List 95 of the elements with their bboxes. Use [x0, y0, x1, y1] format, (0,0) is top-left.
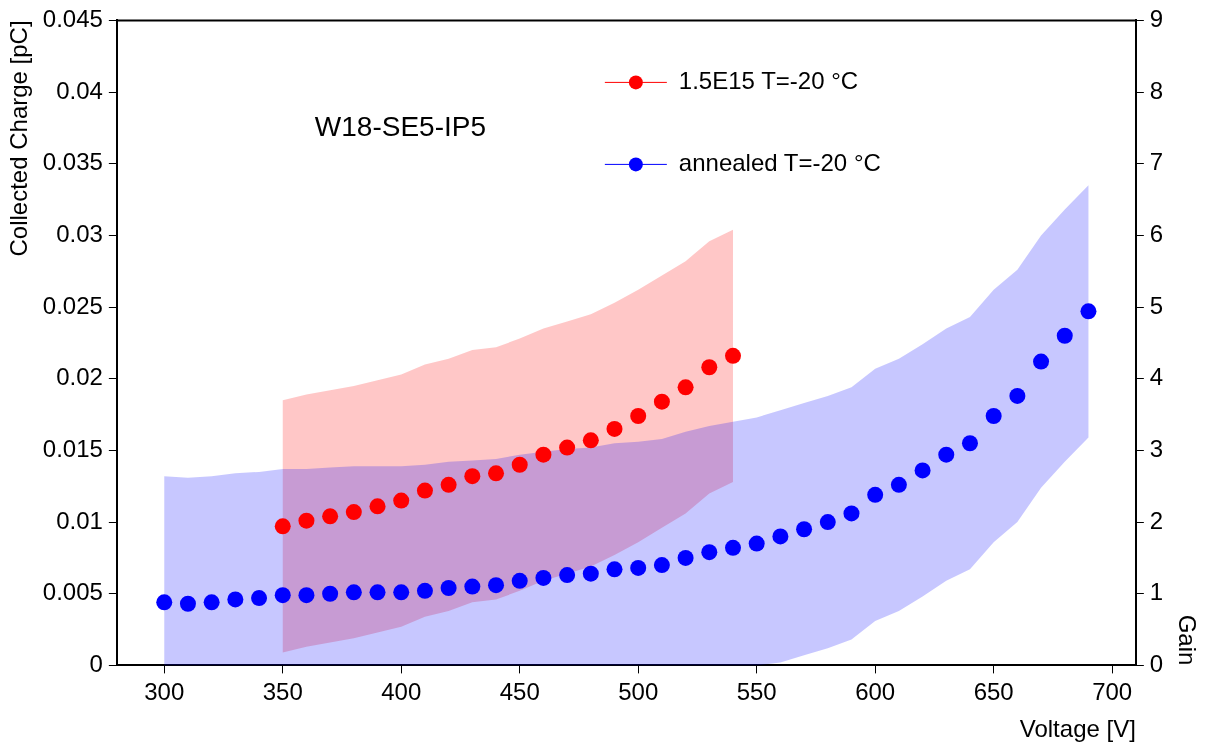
y-tick-label: 0.025 [42, 291, 103, 319]
point [653, 557, 670, 574]
point [535, 446, 552, 463]
y2-tick-label: 0 [1149, 650, 1164, 678]
point [653, 393, 670, 410]
point [393, 492, 410, 509]
point [203, 594, 220, 611]
point [819, 514, 836, 531]
point [393, 584, 410, 601]
point [298, 512, 315, 529]
point [606, 420, 623, 437]
point [724, 539, 741, 556]
x-tick-label: 400 [381, 678, 422, 706]
point [464, 578, 481, 595]
point [179, 595, 196, 612]
point [796, 521, 813, 538]
point [1056, 327, 1073, 344]
point [535, 569, 552, 586]
legend-label: annealed T=-20 °C [678, 149, 881, 177]
point [985, 408, 1002, 424]
point [724, 347, 741, 364]
y2-tick-label: 3 [1149, 435, 1164, 463]
y-axis-title: Collected Charge [pC] [5, 20, 33, 257]
y-tick-label: 0.03 [56, 220, 103, 248]
y-tick-label: 0.02 [56, 363, 103, 391]
point [677, 549, 694, 566]
legend-label: 1.5E15 T=-20 °C [678, 67, 859, 95]
annotation: W18-SE5-IP5 [314, 111, 487, 143]
x-tick-label: 500 [618, 678, 659, 706]
y2-tick-label: 8 [1149, 76, 1164, 104]
point [748, 535, 765, 552]
y-tick-label: 0 [89, 650, 103, 678]
x-tick-label: 350 [262, 678, 303, 706]
point [772, 528, 789, 545]
y-tick-label: 0.035 [42, 148, 103, 176]
point [298, 587, 315, 604]
point [1033, 353, 1050, 370]
y2-tick-label: 4 [1149, 363, 1164, 391]
point [511, 456, 528, 473]
point [914, 462, 931, 479]
point [488, 465, 505, 482]
y2-tick-label: 6 [1149, 220, 1164, 248]
y2-tick-label: 2 [1149, 506, 1164, 534]
point [630, 408, 647, 424]
point [416, 582, 433, 599]
y2-axis-title: Gain [1173, 614, 1201, 666]
x-tick-label: 450 [499, 678, 540, 706]
point [156, 594, 173, 611]
point [630, 559, 647, 576]
y2-tick-label: 5 [1149, 291, 1164, 319]
point [559, 439, 576, 456]
point [322, 508, 339, 525]
x-tick-label: 700 [1092, 678, 1133, 706]
point [938, 446, 955, 463]
point [440, 580, 457, 596]
point [274, 518, 291, 535]
y2-tick-label: 9 [1149, 5, 1164, 33]
x-tick-label: 650 [973, 678, 1014, 706]
y2-tick-label: 7 [1149, 148, 1164, 176]
y-tick-label: 0.04 [56, 76, 103, 104]
point [440, 476, 457, 493]
y-tick-label: 0.005 [42, 578, 103, 606]
x-tick-label: 550 [736, 678, 777, 706]
point [843, 505, 860, 522]
point [464, 468, 481, 485]
point [701, 359, 718, 376]
point [1009, 387, 1026, 404]
x-tick-label: 300 [144, 678, 185, 706]
x-axis-title: Voltage [V] [1019, 715, 1136, 743]
point [606, 561, 623, 578]
y2-tick-label: 1 [1149, 578, 1164, 606]
point [677, 379, 694, 396]
point [961, 435, 978, 452]
point [867, 486, 884, 503]
point [345, 504, 362, 521]
y-tick-label: 0.015 [42, 435, 103, 463]
point [701, 544, 718, 561]
point [890, 476, 907, 493]
x-tick-label: 600 [855, 678, 896, 706]
point [251, 590, 268, 607]
point [369, 584, 386, 601]
point [582, 565, 599, 582]
point [1080, 303, 1097, 320]
point [511, 572, 528, 589]
point [559, 567, 576, 584]
point [488, 577, 505, 594]
point [416, 482, 433, 499]
point [369, 498, 386, 515]
point [345, 584, 362, 601]
y-tick-label: 0.045 [42, 5, 103, 33]
point [582, 432, 599, 449]
point [227, 591, 244, 608]
y-tick-label: 0.01 [56, 506, 103, 534]
point [322, 585, 339, 602]
point [274, 587, 291, 604]
